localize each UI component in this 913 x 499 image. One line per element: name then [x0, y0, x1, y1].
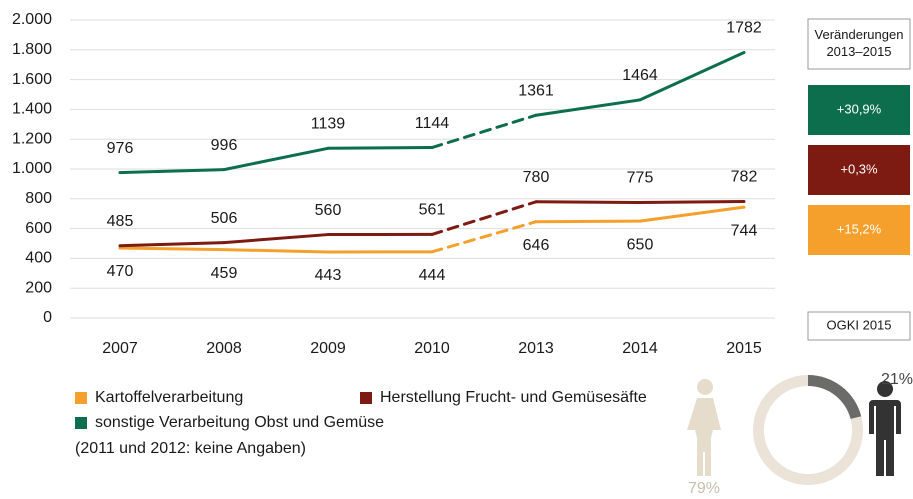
- data-label: 775: [627, 170, 654, 187]
- y-tick-label: 600: [25, 220, 52, 237]
- pie-value-label: 21%: [881, 371, 913, 388]
- data-label: 560: [315, 202, 342, 219]
- change-label: +15,2%: [837, 221, 882, 236]
- y-tick-label: 1.000: [12, 160, 52, 177]
- line-segment: [430, 200, 538, 236]
- x-tick-label: 2010: [414, 340, 450, 357]
- line-segment: [534, 98, 642, 117]
- x-tick-label: 2013: [518, 340, 554, 357]
- pie-title: OGKI 2015: [826, 317, 891, 332]
- data-label: 506: [211, 210, 238, 227]
- data-label: 782: [731, 169, 758, 186]
- y-tick-label: 800: [25, 190, 52, 207]
- line-segment: [534, 200, 642, 205]
- data-label: 485: [107, 213, 134, 230]
- data-label: 459: [211, 265, 238, 282]
- legend-swatch: [75, 417, 87, 429]
- line-segment: [638, 199, 746, 205]
- data-label: 976: [107, 140, 134, 157]
- line-segment: [638, 50, 746, 102]
- data-label: 1361: [518, 82, 554, 99]
- legend-label: Herstellung Frucht- und Gemüsesäfte: [380, 389, 647, 406]
- pie-title-box: [807, 311, 911, 341]
- legend-swatch: [75, 392, 87, 404]
- y-tick-label: 1.200: [12, 130, 52, 147]
- data-label: 444: [419, 267, 446, 284]
- change-title: Veränderungen 2013–2015: [815, 27, 904, 59]
- change-label: +30,9%: [837, 101, 882, 116]
- x-tick-label: 2008: [206, 340, 242, 357]
- change-title-line: 2013–2015: [826, 44, 891, 59]
- change-title-line: Veränderungen: [815, 27, 904, 42]
- legend-label: sonstige Verarbeitung Obst und Gemüse: [95, 414, 384, 431]
- pie-slice: [808, 375, 862, 420]
- x-tick-label: 2007: [102, 340, 138, 357]
- y-tick-label: 2.000: [12, 11, 52, 28]
- y-tick-label: 400: [25, 250, 52, 267]
- data-label: 561: [419, 202, 446, 219]
- line-segment: [118, 168, 226, 175]
- x-tick-label: 2014: [622, 340, 658, 357]
- data-label: 1464: [622, 67, 658, 84]
- line-segment: [430, 220, 538, 254]
- change-title-box: [807, 18, 911, 70]
- female-icon: [687, 379, 721, 476]
- line-segment: [326, 146, 434, 150]
- y-tick-label: 0: [43, 309, 52, 326]
- change-box: [808, 205, 910, 255]
- data-label: 443: [315, 267, 342, 284]
- data-label: 996: [211, 137, 238, 154]
- x-tick-label: 2009: [310, 340, 346, 357]
- y-tick-label: 200: [25, 279, 52, 296]
- pie-value-label: 79%: [688, 480, 720, 497]
- data-label: 1144: [415, 115, 450, 132]
- data-label: 470: [107, 263, 134, 280]
- line-segment: [430, 113, 538, 150]
- line-segment: [638, 205, 746, 223]
- note: (2011 und 2012: keine Angaben): [75, 440, 306, 457]
- line-segment: [118, 246, 226, 252]
- x-tick-label: 2015: [726, 340, 762, 357]
- data-label: 1782: [726, 20, 762, 37]
- data-label: 646: [523, 237, 550, 254]
- data-label: 780: [523, 169, 550, 186]
- change-box: [808, 85, 910, 135]
- line-segment: [222, 233, 330, 245]
- male-icon: [869, 381, 901, 476]
- data-label: 1139: [311, 116, 346, 133]
- line-segment: [222, 146, 330, 172]
- data-label: 650: [627, 236, 654, 253]
- y-tick-label: 1.600: [12, 71, 52, 88]
- change-label: +0,3%: [840, 161, 878, 176]
- change-box: [808, 145, 910, 195]
- data-label: 744: [731, 222, 758, 239]
- line-segment: [118, 241, 226, 248]
- y-tick-label: 1.400: [12, 101, 52, 118]
- legend-swatch: [360, 392, 372, 404]
- y-tick-label: 1.800: [12, 41, 52, 58]
- line-segment: [534, 219, 642, 224]
- line-segment: [222, 248, 330, 254]
- legend-label: Kartoffelverarbeitung: [95, 389, 243, 406]
